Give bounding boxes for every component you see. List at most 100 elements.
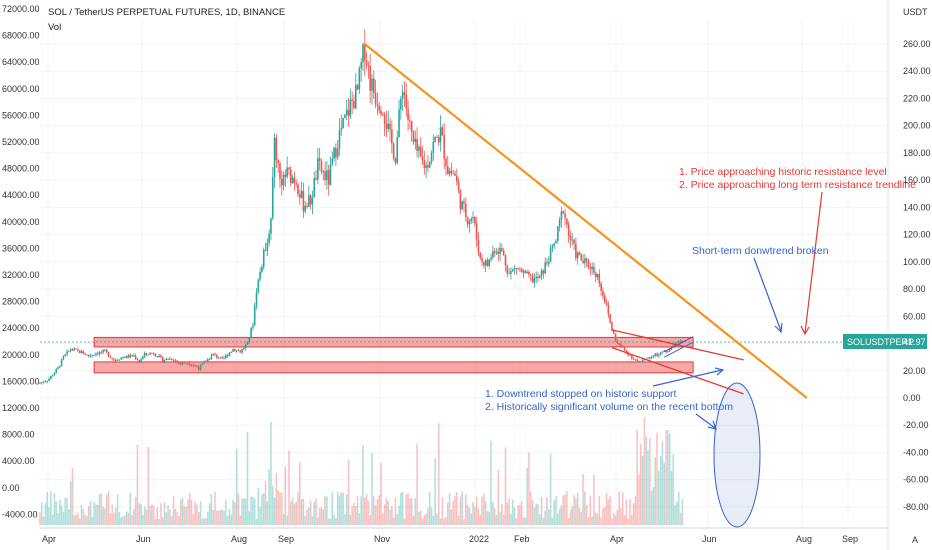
volume-bar: [226, 515, 229, 525]
candle-body: [598, 274, 601, 284]
volume-bar: [78, 518, 81, 525]
time-axis[interactable]: Apr Jun Aug Sep Nov 2022 Feb Apr Jun Aug Sep: [40, 0, 889, 550]
candle-body: [291, 177, 294, 184]
volume-bar: [679, 512, 682, 525]
volume-bar: [362, 445, 364, 525]
volume-bar: [39, 512, 41, 525]
volume-bar: [351, 505, 353, 525]
candle-body: [244, 344, 247, 349]
left-tick-label: -4000.00: [2, 509, 38, 519]
volume-bar: [219, 510, 222, 525]
candle-body: [225, 355, 227, 358]
candle-body: [302, 190, 305, 212]
volume-bar: [594, 512, 597, 525]
volume-bar: [131, 515, 133, 525]
volume-bar: [259, 506, 261, 525]
candle-body: [425, 165, 427, 168]
candle-body: [596, 274, 599, 278]
volume-bar: [270, 421, 272, 525]
x-tick-label: Feb: [514, 534, 530, 544]
candle-body: [665, 350, 667, 353]
volume-bar: [445, 517, 447, 525]
candle-body: [490, 257, 492, 260]
volume-bar: [455, 492, 458, 525]
volume-bar: [317, 517, 319, 525]
candle-body: [656, 353, 658, 357]
candle-body: [237, 350, 240, 352]
volume-bar: [324, 496, 326, 525]
volume-bar: [179, 499, 182, 525]
volume-bar: [652, 487, 655, 525]
volume-bar: [414, 498, 417, 525]
volume-bar: [295, 501, 298, 525]
candle-body: [248, 337, 251, 342]
candle-body: [268, 233, 270, 243]
left-tick-label: 48000.00: [2, 164, 40, 174]
volume-bar: [234, 502, 236, 525]
candle-body: [383, 114, 386, 124]
volume-bar: [93, 502, 95, 525]
volume-bar: [239, 515, 242, 525]
candle-body: [430, 152, 433, 162]
volume-bar: [548, 509, 550, 525]
candle-body: [205, 361, 207, 363]
volume-bar: [241, 499, 243, 525]
volume-bar: [356, 496, 359, 525]
candle-body: [419, 146, 422, 156]
candle-body: [317, 158, 319, 180]
annotation-resistance-2: 2. Price approaching long term resistanc…: [679, 179, 916, 191]
candle-body: [57, 367, 59, 369]
volume-bar: [630, 514, 633, 525]
volume-bar: [57, 512, 59, 525]
candle-body: [641, 359, 644, 362]
volume-bar: [412, 515, 415, 525]
auto-scale-button[interactable]: A: [912, 535, 918, 545]
candle-body: [668, 349, 671, 352]
volume-bar: [372, 495, 375, 525]
volume-bar: [318, 508, 321, 525]
candle-body: [452, 172, 454, 174]
volume-bar: [670, 471, 673, 525]
left-tick-label: 68000.00: [2, 31, 40, 41]
candle-body: [201, 363, 204, 365]
volume-bar: [262, 493, 265, 525]
candle-body: [161, 356, 164, 362]
candle-body: [564, 213, 566, 219]
volume-bar: [602, 508, 604, 525]
volume-bar: [391, 505, 393, 525]
volume-bar: [199, 501, 202, 525]
volume-bar: [152, 505, 155, 525]
volume-bar: [237, 493, 240, 525]
volume-bar: [151, 504, 153, 525]
volume-bar: [562, 495, 565, 525]
volume-bar: [284, 467, 287, 525]
volume-bar: [585, 504, 588, 525]
volume-bar: [252, 496, 254, 525]
candle-body: [68, 350, 70, 352]
volume-bar: [335, 518, 337, 525]
volume-bar: [612, 513, 615, 525]
candle-body: [39, 383, 41, 384]
right-tick-label: 20.00: [903, 366, 926, 376]
volume-bar: [107, 491, 110, 525]
volume-bar: [345, 494, 348, 525]
candle-body: [102, 350, 104, 353]
candle-body: [73, 348, 76, 351]
candle-body: [365, 60, 368, 66]
candle-body: [540, 270, 543, 277]
candle-body: [551, 245, 554, 248]
candle-body: [437, 137, 440, 143]
candle-body: [165, 358, 168, 361]
candle-body: [163, 360, 166, 362]
volume-bar: [42, 516, 45, 525]
right-price-axis[interactable]: 260.00 240.00 220.00 200.00 180.00 160.00 140.…: [903, 39, 931, 512]
volume-bar: [501, 503, 503, 525]
candle-body: [138, 360, 141, 362]
candle-body: [524, 270, 527, 274]
volume-bar: [41, 502, 43, 525]
volume-bar: [118, 511, 121, 525]
volume-bar: [111, 504, 113, 525]
volume-bar: [663, 462, 666, 525]
volume-bar: [181, 497, 184, 525]
